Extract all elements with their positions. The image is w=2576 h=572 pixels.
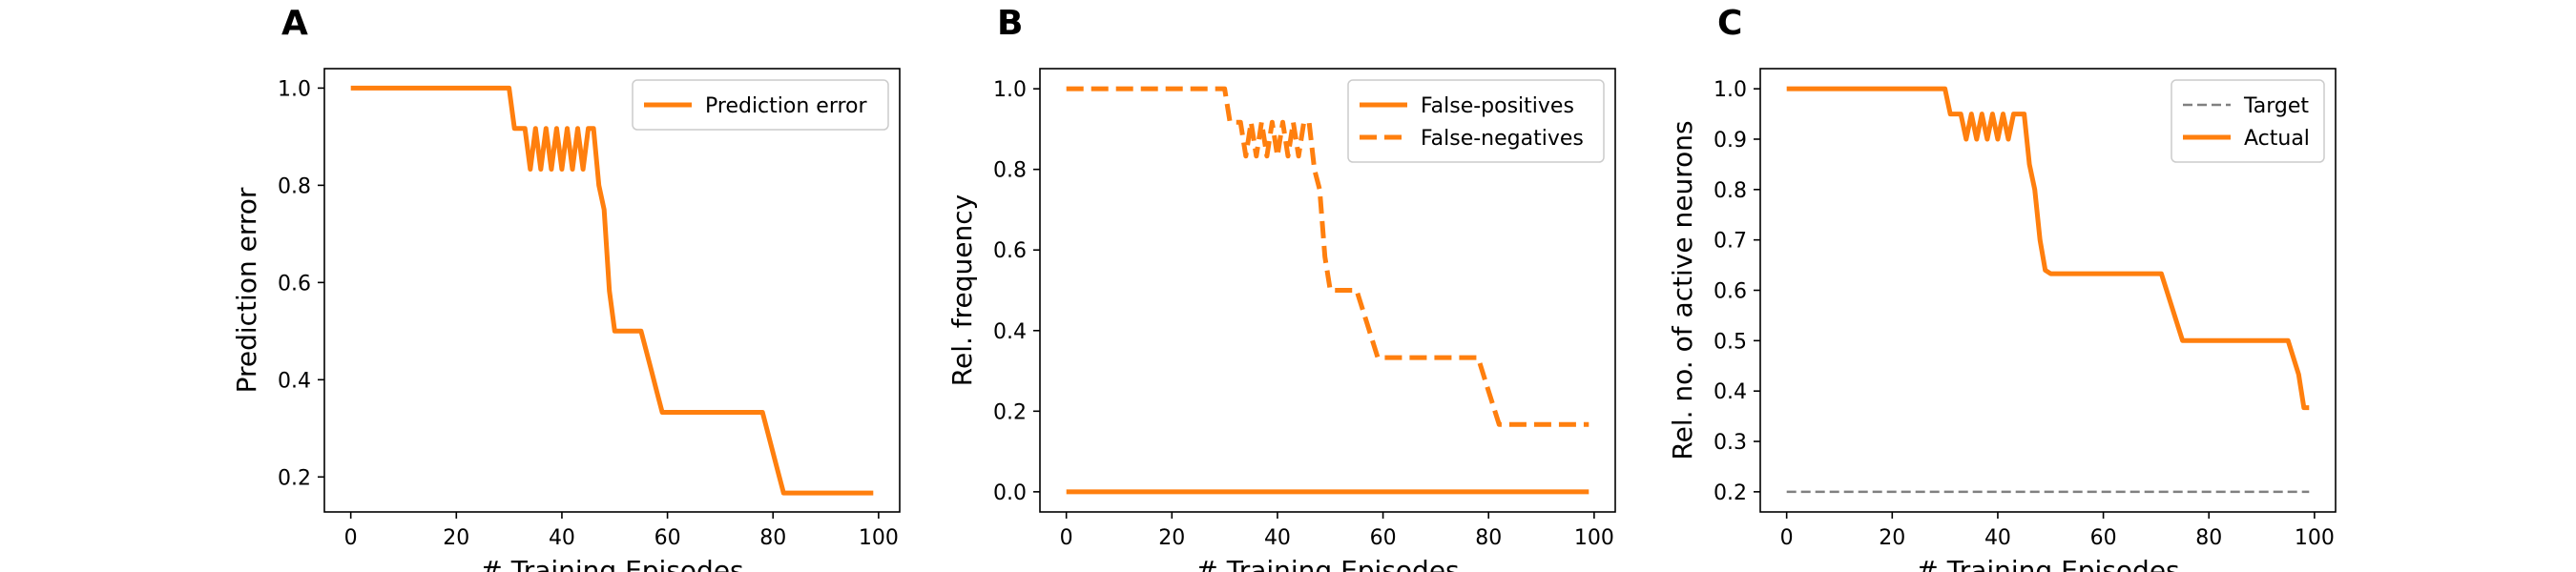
y-tick-label: 0.6: [993, 239, 1027, 263]
y-axis-label: Rel. frequency: [946, 194, 978, 386]
y-tick-label: 0.4: [993, 320, 1027, 344]
series-line-prediction-error: [350, 85, 874, 496]
panel-letter: B: [997, 4, 1023, 43]
series-line-actual: [1786, 86, 2310, 411]
legend: Prediction error: [632, 79, 889, 131]
x-axis-label: # Training Episodes: [1916, 555, 2179, 572]
panel-letter: A: [281, 4, 308, 43]
x-tick-label: 80: [1475, 526, 1502, 550]
x-tick-label: 0: [1060, 526, 1073, 550]
legend: False-positives False-negatives: [1347, 79, 1605, 163]
x-tick-label: 40: [1984, 526, 2011, 550]
y-axis-label: Rel. no. of active neurons: [1667, 120, 1698, 460]
x-tick-label: 20: [443, 526, 469, 550]
y-tick-label: 1.0: [1714, 78, 1747, 102]
y-tick-label: 1.0: [993, 78, 1027, 102]
legend-box: [1347, 79, 1605, 163]
y-tick-label: 0.9: [1714, 129, 1747, 153]
y-tick-label: 0.2: [993, 400, 1027, 424]
x-tick-label: 40: [549, 526, 575, 550]
panel-C: C 0 20 40 60 80 100 0.2 0.3 0.4 0.5 0.6 0.7 0.8 0.9 1.0…: [1667, 4, 2337, 572]
y-tick-label: 0.6: [1714, 280, 1747, 304]
plot-frame: [323, 68, 901, 513]
y-tick-label: 0.2: [1714, 481, 1747, 505]
y-tick-label: 0.2: [278, 466, 311, 490]
plot-frame: [1039, 68, 1616, 513]
legend-entry: False-positives: [1421, 94, 1574, 118]
y-tick-label: 0.4: [1714, 380, 1747, 404]
x-tick-label: 20: [1879, 526, 1905, 550]
y-tick-label: 0.4: [278, 369, 311, 393]
x-tick-label: 60: [1370, 526, 1397, 550]
y-tick-label: 0.8: [1714, 179, 1747, 203]
y-tick-label: 0.8: [993, 159, 1027, 183]
y-tick-label: 0.7: [1714, 230, 1747, 254]
y-axis-label: Prediction error: [231, 187, 262, 393]
series-line-false-negatives: [1066, 86, 1589, 427]
x-tick-label: 80: [2195, 526, 2222, 550]
legend-box: [632, 79, 889, 131]
legend-entry: Target: [2243, 94, 2309, 118]
y-tick-label: 0.6: [278, 272, 311, 296]
x-axis-label: # Training Episodes: [1195, 555, 1459, 572]
y-tick-label: 0.8: [278, 174, 311, 198]
x-tick-label: 0: [344, 526, 358, 550]
legend-entry: False-negatives: [1421, 127, 1584, 151]
x-tick-label: 60: [654, 526, 681, 550]
x-tick-label: 60: [2090, 526, 2117, 550]
x-tick-label: 40: [1264, 526, 1291, 550]
x-axis-label: # Training Episodes: [480, 555, 743, 572]
legend-entry: Actual: [2244, 127, 2310, 151]
legend-box: [2171, 79, 2325, 163]
legend-entry: Prediction error: [705, 94, 867, 118]
y-tick-label: 0.5: [1714, 330, 1747, 354]
x-tick-label: 100: [859, 526, 899, 550]
x-tick-label: 20: [1158, 526, 1185, 550]
y-tick-label: 1.0: [278, 77, 311, 101]
panel-A: A 0 20 40 60 80 100 0.2 0.4 0.6 0.8 1.0 # Training E…: [231, 4, 901, 572]
panel-letter: C: [1717, 4, 1742, 43]
x-tick-label: 80: [759, 526, 786, 550]
y-tick-label: 0.3: [1714, 431, 1747, 455]
x-tick-label: 100: [1574, 526, 1614, 550]
x-tick-label: 100: [2295, 526, 2335, 550]
x-tick-label: 0: [1780, 526, 1794, 550]
panel-B: B 0 20 40 60 80 100 0.0 0.2 0.4 0.6 0.8 1.0 # Trainin…: [946, 4, 1616, 572]
legend: Target Actual: [2171, 79, 2325, 163]
y-tick-label: 0.0: [993, 481, 1027, 505]
